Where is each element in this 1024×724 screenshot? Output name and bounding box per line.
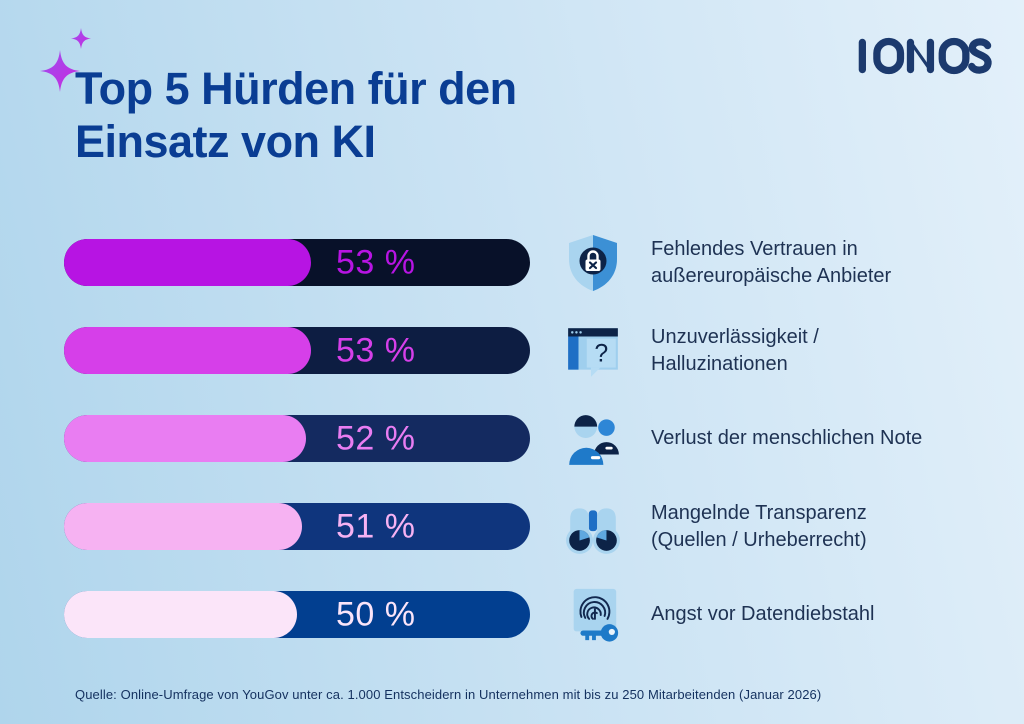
bar-fill	[64, 415, 307, 462]
bar-fill	[64, 591, 297, 638]
page-title: Top 5 Hürden für den Einsatz von KI	[75, 62, 517, 168]
bar-track: 53 %	[64, 239, 530, 286]
bar-row: 53 % Fehlendes Vertrauen in außereuropäi…	[64, 234, 996, 291]
bar-value-label: 52 %	[336, 419, 416, 457]
ionos-logo	[858, 37, 992, 75]
bar-value-label: 53 %	[336, 331, 416, 369]
bar-track: 51 %	[64, 503, 530, 550]
source-note: Quelle: Online-Umfrage von YouGov unter …	[75, 687, 822, 702]
bar-fill	[64, 503, 302, 550]
bar-category-label: Unzuverlässigkeit / Halluzinationen	[651, 325, 819, 375]
bar-category-label: Angst vor Datendiebstahl	[651, 603, 875, 625]
bar-track: 52 %	[64, 415, 530, 462]
bar-row: 50 % Angst vor Datendiebstahl	[64, 588, 996, 642]
bar-row: 52 % Verlust der menschlichen Note	[64, 414, 996, 465]
bar-category-label: Fehlendes Vertrauen in außereuropäische …	[651, 237, 892, 287]
bar-track: 50 %	[64, 591, 530, 638]
bar-track: 53 %	[64, 327, 530, 374]
page-title-line2: Einsatz von KI	[75, 116, 376, 167]
svg-text:?: ?	[594, 340, 608, 367]
bar-value-label: 53 %	[336, 243, 416, 281]
bar-value-label: 50 %	[336, 595, 416, 633]
page-title-line1: Top 5 Hürden für den	[75, 63, 517, 114]
browser-question-icon: ?	[563, 320, 623, 382]
bar-fill	[64, 327, 311, 374]
bar-value-label: 51 %	[336, 507, 416, 545]
sparkles-icon	[40, 28, 91, 92]
bar-row: 53 % ? Unzuverlässigkeit / Halluzination…	[64, 326, 996, 377]
binoculars-icon	[563, 496, 623, 558]
shield-lock-icon	[563, 232, 623, 294]
people-icon	[563, 408, 623, 470]
bar-category-label: Mangelnde Transparenz (Quellen / Urheber…	[651, 501, 867, 551]
bar-fill	[64, 239, 311, 286]
fingerprint-key-icon	[563, 584, 623, 646]
bar-row: 51 % Mangelnde Transparenz (Quellen / Ur…	[64, 502, 996, 554]
bar-category-label: Verlust der menschlichen Note	[651, 427, 923, 449]
